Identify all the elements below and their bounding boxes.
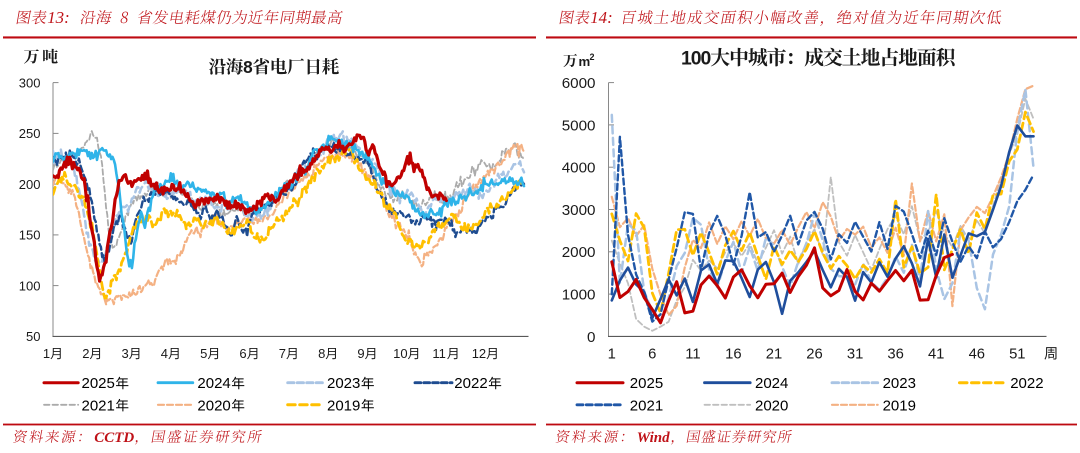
svg-text:6000: 6000	[562, 75, 596, 92]
svg-text:2019: 2019	[883, 397, 916, 414]
svg-text:2020: 2020	[197, 397, 230, 414]
svg-text:2021: 2021	[82, 397, 115, 414]
svg-text:1: 1	[608, 347, 616, 363]
svg-text:4: 4	[161, 346, 168, 361]
svg-text:1000: 1000	[562, 287, 596, 304]
svg-text:CCTD: CCTD	[94, 430, 134, 446]
svg-text:14:: 14:	[590, 8, 613, 27]
svg-text:46: 46	[969, 347, 985, 363]
svg-text:2023: 2023	[883, 375, 916, 392]
svg-text:41: 41	[928, 347, 944, 363]
svg-text:6: 6	[648, 347, 656, 363]
svg-text:4000: 4000	[562, 160, 596, 177]
svg-text:Wind: Wind	[637, 430, 670, 446]
svg-text:0: 0	[587, 329, 595, 346]
svg-text:8: 8	[243, 57, 253, 77]
svg-text:100: 100	[681, 48, 711, 70]
svg-text:2022: 2022	[454, 375, 487, 392]
svg-text:2025: 2025	[82, 375, 115, 392]
svg-text:2021: 2021	[630, 397, 663, 414]
svg-text:10: 10	[393, 346, 407, 361]
svg-text:12: 12	[472, 346, 486, 361]
svg-text:21: 21	[766, 347, 782, 363]
svg-text:2: 2	[590, 52, 595, 62]
svg-text:100: 100	[19, 278, 41, 293]
svg-text:2024: 2024	[755, 375, 788, 392]
svg-text:11: 11	[432, 346, 446, 361]
svg-text:7: 7	[279, 346, 286, 361]
svg-text:150: 150	[19, 228, 41, 243]
svg-text:2025: 2025	[630, 375, 663, 392]
svg-text:26: 26	[806, 347, 822, 363]
svg-text:13:: 13:	[47, 8, 70, 27]
svg-text:50: 50	[26, 329, 40, 344]
svg-text:1: 1	[43, 346, 50, 361]
svg-text:8: 8	[318, 346, 325, 361]
svg-text:2: 2	[82, 346, 89, 361]
svg-text:31: 31	[847, 347, 863, 363]
svg-text:3: 3	[122, 346, 129, 361]
svg-text:2000: 2000	[562, 244, 596, 261]
svg-text:11: 11	[685, 347, 700, 363]
svg-text:2022: 2022	[1010, 375, 1043, 392]
svg-text:200: 200	[19, 177, 41, 192]
svg-text:16: 16	[725, 347, 741, 363]
svg-text:5: 5	[200, 346, 207, 361]
svg-text:2019: 2019	[327, 397, 360, 414]
svg-text:2023: 2023	[327, 375, 360, 392]
svg-text:51: 51	[1009, 347, 1025, 363]
svg-text:9: 9	[357, 346, 364, 361]
svg-text:2020: 2020	[755, 397, 788, 414]
svg-text:5000: 5000	[562, 117, 596, 134]
svg-text:6: 6	[239, 346, 246, 361]
svg-text:3000: 3000	[562, 202, 596, 219]
svg-text:36: 36	[887, 347, 903, 363]
svg-text:m: m	[579, 54, 591, 69]
svg-text:2024: 2024	[197, 375, 230, 392]
svg-text:250: 250	[19, 126, 41, 141]
svg-text:300: 300	[19, 75, 41, 90]
